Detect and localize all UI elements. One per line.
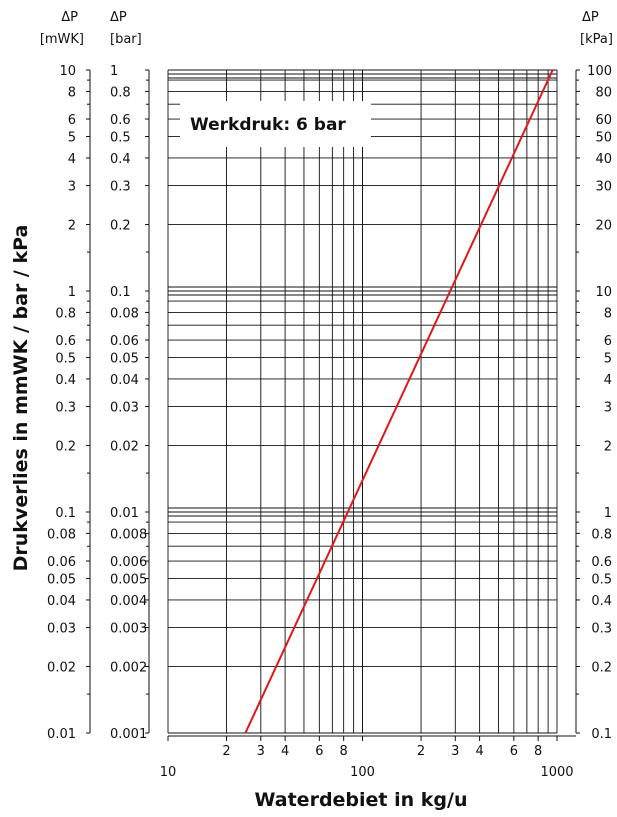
y-tick-label-kpa: 30 xyxy=(595,180,612,195)
x-tick-label: 4 xyxy=(475,744,483,759)
y-tick-label-bar: 0.03 xyxy=(110,401,139,416)
y-tick-label-mwk: 0.05 xyxy=(47,573,76,588)
y-tick-label-bar: 0.5 xyxy=(110,131,131,146)
mwk-header-unit: [mWK] xyxy=(40,32,84,47)
y-tick-label-bar: 0.05 xyxy=(110,352,139,367)
y-tick-label-mwk: 0.04 xyxy=(47,594,76,609)
y-tick-label-bar: 0.2 xyxy=(110,218,131,233)
x-tick-label: 2 xyxy=(417,744,425,759)
chart-grid xyxy=(167,69,558,734)
pressure-drop-line xyxy=(244,69,554,734)
kpa-header-symbol: ΔP xyxy=(582,10,599,25)
x-tick-label: 4 xyxy=(281,744,289,759)
y-tick-label-kpa: 0.8 xyxy=(591,527,612,542)
y-tick-label-bar: 0.3 xyxy=(110,180,131,195)
y-tick-label-mwk: 1 xyxy=(68,285,76,300)
annotation-box: Werkdruk: 6 bar xyxy=(180,101,371,147)
kpa-header-unit: [kPa] xyxy=(580,32,613,47)
y-tick-label-kpa: 4 xyxy=(604,373,612,388)
y-tick-label-bar: 0.01 xyxy=(110,506,139,521)
y-tick-label-bar: 0.04 xyxy=(110,373,139,388)
bar-header-unit: [bar] xyxy=(110,32,142,47)
y-tick-label-bar: 1 xyxy=(110,64,118,79)
y-tick-label-bar: 0.002 xyxy=(110,660,147,675)
x-tick-label: 10 xyxy=(160,765,177,780)
y-tick-label-bar: 0.06 xyxy=(110,334,139,349)
y-tick-label-kpa: 20 xyxy=(595,218,612,233)
y-tick-label-kpa: 8 xyxy=(604,306,612,321)
x-tick-label: 8 xyxy=(534,744,542,759)
mwk-header-symbol: ΔP xyxy=(61,10,78,25)
y-tick-label-kpa: 40 xyxy=(595,152,612,167)
y-tick-label-mwk: 5 xyxy=(68,131,76,146)
y-tick-label-bar: 0.006 xyxy=(110,555,147,570)
x-tick-label: 8 xyxy=(340,744,348,759)
y-tick-label-bar: 0.4 xyxy=(110,152,131,167)
y-tick-label-kpa: 5 xyxy=(604,352,612,367)
y-tick-label-mwk: 0.01 xyxy=(47,727,76,742)
y-tick-label-mwk: 4 xyxy=(68,152,76,167)
series-layer xyxy=(244,69,554,734)
y-tick-label-mwk: 0.8 xyxy=(55,306,76,321)
y-tick-label-mwk: 6 xyxy=(68,113,76,128)
x-tick-label: 2 xyxy=(222,744,230,759)
y-tick-label-kpa: 0.4 xyxy=(591,594,612,609)
column-headers: ΔP [mWK] ΔP [bar] ΔP [kPa] xyxy=(40,10,613,47)
y-tick-label-bar: 0.003 xyxy=(110,622,147,637)
y-tick-label-kpa: 0.1 xyxy=(591,727,612,742)
y-tick-label-kpa: 6 xyxy=(604,334,612,349)
y-tick-label-kpa: 50 xyxy=(595,131,612,146)
y-tick-label-bar: 0.001 xyxy=(110,727,147,742)
y-tick-label-bar: 0.8 xyxy=(110,85,131,100)
y-tick-label-mwk: 0.3 xyxy=(55,401,76,416)
y-tick-label-kpa: 60 xyxy=(595,113,612,128)
y-tick-label-kpa: 10 xyxy=(595,285,612,300)
y-tick-label-bar: 0.02 xyxy=(110,439,139,454)
y-tick-label-mwk: 8 xyxy=(68,85,76,100)
y-tick-label-mwk: 0.6 xyxy=(55,334,76,349)
x-tick-label: 6 xyxy=(315,744,323,759)
bar-header-symbol: ΔP xyxy=(110,10,127,25)
y-tick-label-mwk: 0.1 xyxy=(55,506,76,521)
y-tick-label-mwk: 3 xyxy=(68,180,76,195)
y-tick-label-mwk: 0.03 xyxy=(47,622,76,637)
y-tick-label-mwk: 2 xyxy=(68,218,76,233)
y-tick-label-mwk: 0.4 xyxy=(55,373,76,388)
y-tick-label-kpa: 0.6 xyxy=(591,555,612,570)
y-tick-label-mwk: 0.08 xyxy=(47,527,76,542)
y-tick-label-bar: 0.08 xyxy=(110,306,139,321)
y-tick-label-mwk: 0.02 xyxy=(47,660,76,675)
x-tick-label: 3 xyxy=(451,744,459,759)
y-tick-label-kpa: 2 xyxy=(604,439,612,454)
y-tick-label-kpa: 0.2 xyxy=(591,660,612,675)
y-tick-label-kpa: 0.5 xyxy=(591,573,612,588)
x-tick-label: 3 xyxy=(257,744,265,759)
x-axis-title: Waterdebiet in kg/u xyxy=(255,789,468,811)
y-tick-label-kpa: 80 xyxy=(595,85,612,100)
y-tick-label-mwk: 10 xyxy=(59,64,76,79)
y-tick-labels: 10 1 100 8 0.8 80 6 0.6 60 5 0.5 50 4 0.4 40 3 0.3 30 2 0.2… xyxy=(47,64,612,742)
y-tick-label-bar: 0.6 xyxy=(110,113,131,128)
y-tick-label-bar: 0.1 xyxy=(110,285,131,300)
y-tick-label-mwk: 0.5 xyxy=(55,352,76,367)
y-tick-label-bar: 0.008 xyxy=(110,527,147,542)
y-tick-label-kpa: 1 xyxy=(604,506,612,521)
y-tick-label-bar: 0.005 xyxy=(110,573,147,588)
y-axis-title: Drukverlies in mmWK / bar / kPa xyxy=(10,225,32,572)
y-tick-label-kpa: 100 xyxy=(587,64,612,79)
x-tick-label: 100 xyxy=(350,765,375,780)
chart-axes xyxy=(86,69,580,741)
y-tick-label-kpa: 0.3 xyxy=(591,622,612,637)
y-tick-label-mwk: 0.06 xyxy=(47,555,76,570)
y-tick-label-mwk: 0.2 xyxy=(55,439,76,454)
x-tick-label: 6 xyxy=(510,744,518,759)
annotation-label: Werkdruk: 6 bar xyxy=(190,115,346,135)
x-tick-label: 1000 xyxy=(540,765,573,780)
y-tick-label-kpa: 3 xyxy=(604,401,612,416)
y-tick-label-bar: 0.004 xyxy=(110,594,147,609)
